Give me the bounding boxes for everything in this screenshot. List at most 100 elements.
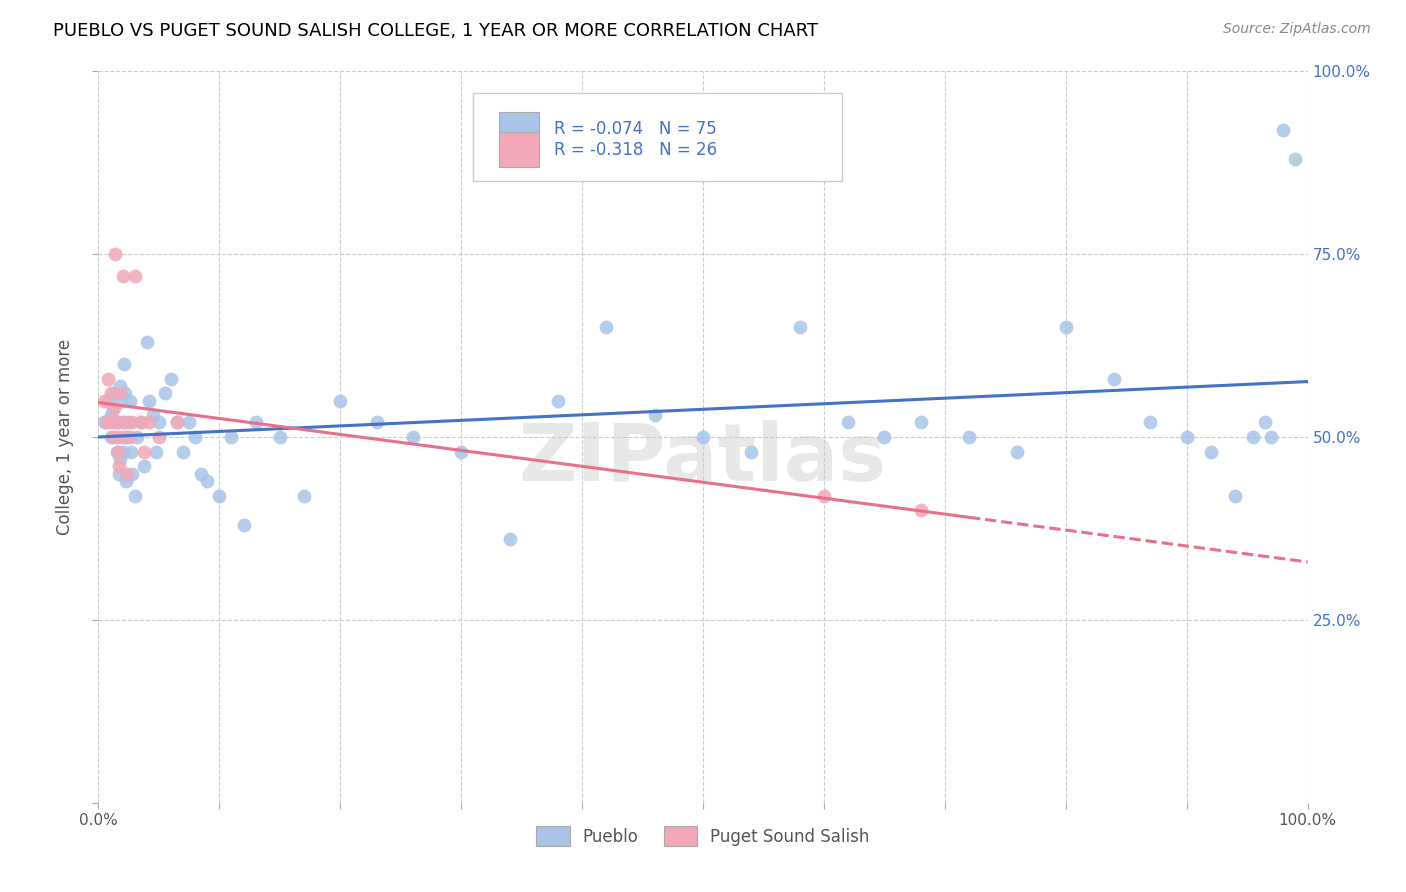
Point	[103, 401, 125, 415]
Point	[1054, 320, 1077, 334]
Point	[100, 386, 122, 401]
Text: R = -0.074   N = 75: R = -0.074 N = 75	[554, 120, 717, 138]
Point	[114, 416, 136, 430]
Point	[547, 393, 569, 408]
Point	[329, 393, 352, 408]
Point	[153, 386, 176, 401]
Point	[789, 320, 811, 334]
Point	[124, 269, 146, 284]
Point	[498, 533, 520, 547]
Point	[740, 444, 762, 458]
Point	[208, 489, 231, 503]
Point	[366, 416, 388, 430]
Point	[115, 474, 138, 488]
Point	[108, 459, 131, 474]
Point	[135, 334, 157, 349]
Point	[166, 416, 188, 430]
Point	[107, 444, 129, 458]
Text: Source: ZipAtlas.com: Source: ZipAtlas.com	[1223, 22, 1371, 37]
Point	[114, 430, 136, 444]
Point	[837, 416, 859, 430]
Point	[232, 517, 254, 532]
Point	[134, 459, 156, 474]
FancyBboxPatch shape	[499, 132, 538, 167]
Point	[910, 503, 932, 517]
Y-axis label: College, 1 year or more: College, 1 year or more	[56, 339, 75, 535]
Point	[450, 444, 472, 458]
Point	[1175, 430, 1198, 444]
Point	[957, 430, 980, 444]
Point	[245, 416, 267, 430]
Point	[121, 467, 143, 481]
Point	[100, 408, 122, 422]
Point	[105, 444, 128, 458]
Point	[190, 467, 212, 481]
Point	[111, 269, 134, 284]
Point	[813, 489, 835, 503]
Point	[111, 416, 134, 430]
FancyBboxPatch shape	[499, 112, 538, 146]
Point	[97, 371, 120, 385]
Point	[145, 444, 167, 458]
Point	[910, 416, 932, 430]
Point	[644, 408, 666, 422]
Point	[1284, 152, 1306, 166]
Point	[221, 430, 243, 444]
Point	[97, 393, 120, 408]
Point	[105, 416, 128, 430]
Point	[93, 393, 115, 408]
Point	[692, 430, 714, 444]
Point	[148, 416, 170, 430]
Point	[873, 430, 896, 444]
Point	[1007, 444, 1029, 458]
Point	[138, 393, 160, 408]
Point	[184, 430, 207, 444]
Point	[402, 430, 425, 444]
Point	[117, 430, 139, 444]
Point	[105, 430, 128, 444]
Point	[129, 416, 152, 430]
Point	[110, 393, 132, 408]
Point	[96, 416, 118, 430]
Point	[107, 416, 129, 430]
Text: PUEBLO VS PUGET SOUND SALISH COLLEGE, 1 YEAR OR MORE CORRELATION CHART: PUEBLO VS PUGET SOUND SALISH COLLEGE, 1 …	[53, 22, 818, 40]
Point	[108, 379, 131, 393]
Point	[1254, 416, 1277, 430]
Point	[148, 430, 170, 444]
Point	[1102, 371, 1125, 385]
Point	[118, 416, 141, 430]
Point	[120, 444, 142, 458]
Point	[103, 386, 125, 401]
Point	[160, 371, 183, 385]
Point	[127, 430, 149, 444]
Point	[172, 444, 194, 458]
Legend: Pueblo, Puget Sound Salish: Pueblo, Puget Sound Salish	[536, 826, 870, 846]
FancyBboxPatch shape	[474, 94, 842, 181]
Point	[110, 430, 132, 444]
Point	[134, 444, 156, 458]
Point	[1272, 123, 1295, 137]
Text: ZIPatlas: ZIPatlas	[519, 420, 887, 498]
Point	[142, 408, 165, 422]
Point	[100, 430, 122, 444]
Point	[118, 393, 141, 408]
Point	[121, 416, 143, 430]
Point	[104, 416, 127, 430]
Point	[108, 386, 131, 401]
Point	[111, 444, 134, 458]
Point	[100, 416, 122, 430]
Point	[117, 467, 139, 481]
Point	[1223, 489, 1246, 503]
Point	[166, 416, 188, 430]
Point	[114, 386, 136, 401]
Point	[112, 357, 135, 371]
Point	[118, 430, 141, 444]
Point	[129, 416, 152, 430]
Point	[1139, 416, 1161, 430]
Point	[104, 247, 127, 261]
Point	[138, 416, 160, 430]
Point	[124, 489, 146, 503]
Point	[1199, 444, 1222, 458]
Point	[101, 430, 124, 444]
Point	[195, 474, 218, 488]
